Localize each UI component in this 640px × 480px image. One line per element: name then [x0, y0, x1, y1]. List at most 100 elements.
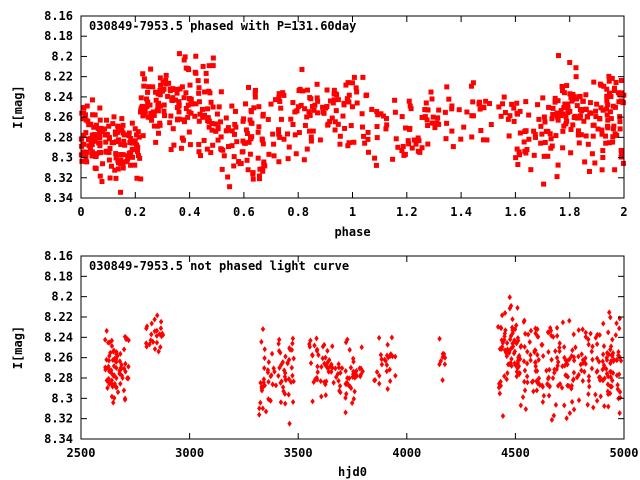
- data-point: [351, 395, 357, 402]
- data-point: [258, 399, 263, 406]
- data-point: [107, 381, 112, 388]
- data-point: [126, 133, 132, 139]
- data-point: [610, 139, 616, 145]
- data-point: [499, 343, 505, 350]
- data-point: [204, 146, 210, 152]
- data-point: [586, 341, 591, 348]
- data-point: [590, 133, 596, 139]
- data-point: [152, 346, 158, 353]
- data-point: [181, 57, 187, 63]
- data-point: [278, 349, 283, 356]
- data-point: [558, 113, 564, 119]
- data-point: [568, 150, 574, 156]
- data-point: [272, 97, 278, 103]
- data-point: [111, 372, 116, 379]
- data-point: [289, 364, 295, 371]
- data-point: [379, 361, 385, 368]
- data-point: [392, 109, 398, 115]
- data-point: [530, 378, 536, 385]
- data-point: [221, 153, 227, 159]
- data-point: [314, 95, 320, 101]
- data-point: [97, 117, 103, 123]
- data-point: [555, 162, 561, 168]
- data-point: [285, 359, 290, 366]
- data-point: [502, 333, 507, 340]
- data-point: [149, 117, 155, 123]
- data-point: [181, 117, 187, 123]
- data-point: [213, 128, 219, 134]
- data-point: [331, 97, 337, 103]
- data-point: [524, 360, 530, 367]
- data-point: [564, 360, 570, 367]
- data-point: [478, 128, 484, 134]
- data-point: [552, 369, 557, 376]
- data-point: [352, 388, 357, 395]
- data-point: [504, 339, 510, 346]
- data-point: [483, 98, 489, 104]
- data-point: [262, 163, 268, 169]
- data-point: [536, 356, 541, 363]
- data-point: [515, 365, 520, 372]
- data-point: [533, 325, 538, 332]
- data-point: [508, 360, 513, 367]
- data-point: [513, 155, 519, 161]
- data-point: [238, 160, 244, 166]
- data-point: [550, 375, 556, 382]
- data-point: [525, 331, 531, 338]
- data-point: [449, 103, 455, 109]
- y-tick-label: 8.3: [51, 151, 73, 165]
- data-point: [215, 126, 221, 132]
- data-point: [260, 405, 266, 412]
- data-point: [112, 395, 117, 402]
- data-point: [205, 106, 211, 112]
- y-tick-label: 8.34: [44, 191, 73, 205]
- data-point: [223, 115, 229, 121]
- data-point: [144, 104, 150, 110]
- data-point: [118, 350, 123, 357]
- data-point: [608, 360, 613, 367]
- data-point: [618, 147, 624, 153]
- data-point: [536, 380, 541, 387]
- data-point: [609, 383, 614, 390]
- data-point: [411, 137, 417, 143]
- data-point: [256, 124, 262, 130]
- data-point: [528, 327, 534, 334]
- data-point: [617, 114, 623, 120]
- data-point: [229, 143, 235, 149]
- data-point: [329, 115, 335, 121]
- data-point: [555, 98, 561, 104]
- data-point: [499, 312, 505, 319]
- data-point: [111, 356, 117, 363]
- data-point: [210, 142, 216, 148]
- data-point: [269, 350, 275, 357]
- data-point: [84, 159, 90, 165]
- data-point: [516, 352, 522, 359]
- phased-chart-title: 030849-7953.5 phased with P=131.60day: [89, 19, 356, 33]
- data-point: [150, 339, 156, 346]
- data-point: [505, 370, 510, 377]
- data-point: [308, 337, 313, 344]
- data-point: [609, 75, 615, 81]
- data-point: [586, 377, 592, 384]
- data-point: [107, 353, 112, 360]
- data-point: [88, 121, 94, 127]
- data-point: [372, 155, 378, 161]
- data-point: [143, 96, 149, 102]
- data-point: [259, 338, 264, 345]
- data-point: [257, 411, 262, 418]
- data-point: [290, 100, 296, 106]
- data-point: [196, 90, 202, 96]
- data-point: [252, 94, 258, 100]
- data-point: [117, 370, 122, 377]
- data-point: [353, 370, 358, 377]
- data-point: [337, 141, 343, 147]
- data-point: [232, 131, 238, 137]
- data-point: [614, 356, 619, 363]
- data-point: [301, 157, 307, 163]
- data-point: [295, 104, 301, 110]
- data-point: [554, 174, 560, 180]
- data-point: [223, 128, 229, 134]
- data-point: [147, 102, 153, 108]
- data-point: [310, 352, 315, 359]
- x-tick-label: 0.2: [124, 205, 146, 219]
